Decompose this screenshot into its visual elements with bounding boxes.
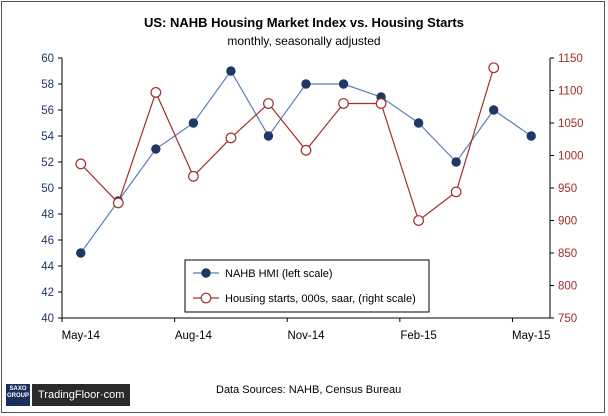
- starts-point: [300, 144, 312, 156]
- hmi-point: [413, 118, 424, 128]
- x-tick-label: Feb-15: [400, 330, 436, 342]
- hmi-point: [76, 248, 86, 258]
- starts-point: [375, 98, 387, 109]
- starts-point: [488, 62, 500, 74]
- left-tick-label: 60: [41, 53, 54, 65]
- hmi-point: [338, 79, 349, 89]
- hmi-point: [526, 131, 536, 141]
- left-tick-label: 56: [41, 105, 54, 117]
- right-tick-label: 1050: [558, 118, 584, 130]
- x-tick-label: May-15: [512, 330, 550, 342]
- starts-point: [75, 158, 87, 170]
- left-tick-label: 44: [41, 261, 54, 273]
- hmi-point: [226, 66, 236, 76]
- starts-point: [150, 87, 162, 98]
- starts-point: [413, 215, 425, 226]
- hmi-point: [188, 118, 199, 128]
- starts-point: [450, 186, 462, 198]
- right-tick-label: 1000: [558, 151, 584, 163]
- x-tick-label: Aug-14: [175, 330, 213, 342]
- hmi-point: [451, 157, 461, 167]
- series-line-1: [80, 67, 495, 222]
- left-tick-label: 40: [41, 313, 54, 325]
- chart-title: US: NAHB Housing Market Index vs. Housin…: [144, 15, 464, 30]
- right-tick-label: 1100: [558, 86, 583, 98]
- series-line-0: [80, 69, 532, 254]
- hmi-point: [263, 131, 274, 141]
- tradingfloor-logo: SAXO GROUP TradingFloor·com: [6, 384, 131, 406]
- left-tick-label: 54: [41, 131, 54, 143]
- left-tick-label: 50: [41, 183, 54, 195]
- x-tick-label: May-14: [62, 330, 101, 342]
- legend-marker-starts: [200, 292, 212, 304]
- starts-point: [338, 98, 349, 109]
- right-tick-label: 850: [558, 248, 577, 260]
- starts-point: [187, 170, 199, 182]
- legend-label-1: Housing starts, 000s, saar, (right scale…: [225, 293, 416, 305]
- left-tick-label: 42: [41, 287, 54, 299]
- x-tick-label: Nov-14: [287, 330, 325, 342]
- starts-point: [225, 132, 237, 144]
- right-tick-label: 800: [558, 281, 577, 293]
- legend-marker-hmi: [201, 268, 211, 278]
- left-tick-label: 46: [41, 235, 54, 247]
- axes: 40 42 44 46 48 50 52 54 56 58 60 750 800 850 900 950 100…: [41, 53, 583, 342]
- series-layer: [75, 62, 536, 258]
- hmi-point: [301, 79, 311, 89]
- left-tick-label: 48: [41, 209, 54, 221]
- hmi-point: [488, 105, 499, 115]
- starts-point: [263, 98, 274, 109]
- logo-text: TradingFloor·com: [32, 384, 131, 406]
- chart-subtitle: monthly, seasonally adjusted: [227, 34, 380, 48]
- legend: NAHB HMI (left scale) Housing starts, 000…: [184, 259, 430, 313]
- legend-box: [184, 259, 430, 313]
- left-tick-label: 58: [41, 79, 54, 91]
- saxo-logo-mark: SAXO GROUP: [6, 384, 30, 406]
- legend-label-0: NAHB HMI (left scale): [225, 268, 333, 280]
- hmi-point: [151, 144, 161, 154]
- right-tick-label: 1150: [558, 53, 583, 65]
- starts-point: [112, 197, 124, 209]
- right-tick-label: 950: [558, 183, 577, 195]
- right-tick-label: 750: [558, 313, 577, 325]
- data-sources: Data Sources: NAHB, Census Bureau: [216, 384, 402, 396]
- left-tick-label: 52: [41, 157, 54, 169]
- right-tick-label: 900: [558, 216, 577, 228]
